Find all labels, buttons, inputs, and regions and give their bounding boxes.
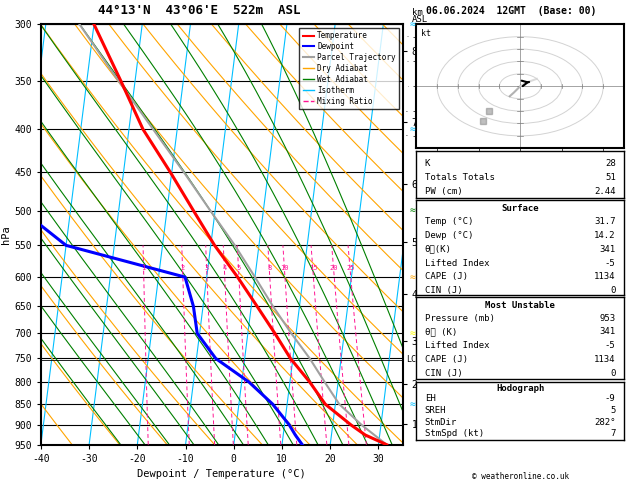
Text: ASL: ASL <box>412 15 428 24</box>
Text: ≈: ≈ <box>410 206 416 216</box>
Text: Lifted Index: Lifted Index <box>425 341 489 350</box>
Text: 5: 5 <box>610 406 616 415</box>
Text: StmSpd (kt): StmSpd (kt) <box>425 429 484 438</box>
Text: 1134: 1134 <box>594 355 616 364</box>
Text: Hodograph: Hodograph <box>496 384 544 393</box>
Text: km: km <box>412 8 423 17</box>
Text: Lifted Index: Lifted Index <box>425 259 489 267</box>
Text: Dewp (°C): Dewp (°C) <box>425 231 473 240</box>
Text: Totals Totals: Totals Totals <box>425 174 494 182</box>
Text: 1: 1 <box>142 265 146 271</box>
Text: ≈: ≈ <box>410 399 416 409</box>
Text: Most Unstable: Most Unstable <box>485 301 555 310</box>
Legend: Temperature, Dewpoint, Parcel Trajectory, Dry Adiabat, Wet Adiabat, Isotherm, Mi: Temperature, Dewpoint, Parcel Trajectory… <box>299 28 399 109</box>
Text: 51: 51 <box>605 174 616 182</box>
Text: CIN (J): CIN (J) <box>425 368 462 378</box>
Text: 10: 10 <box>281 265 289 271</box>
Text: 25: 25 <box>346 265 355 271</box>
Text: 282°: 282° <box>594 417 616 427</box>
Text: 20: 20 <box>330 265 338 271</box>
Text: 341: 341 <box>599 328 616 336</box>
Text: 2.44: 2.44 <box>594 188 616 196</box>
Text: θᴇ (K): θᴇ (K) <box>425 328 457 336</box>
Text: 28: 28 <box>605 159 616 168</box>
Text: Surface: Surface <box>501 204 539 213</box>
Text: -9: -9 <box>605 394 616 403</box>
Text: EH: EH <box>425 394 435 403</box>
Text: 2: 2 <box>181 265 185 271</box>
X-axis label: Dewpoint / Temperature (°C): Dewpoint / Temperature (°C) <box>137 469 306 479</box>
Text: ≈: ≈ <box>410 19 416 29</box>
Text: LCL: LCL <box>406 355 421 364</box>
Text: © weatheronline.co.uk: © weatheronline.co.uk <box>472 472 569 481</box>
Text: 31.7: 31.7 <box>594 217 616 226</box>
Text: K: K <box>425 159 430 168</box>
Text: 0: 0 <box>610 368 616 378</box>
Text: 3: 3 <box>204 265 209 271</box>
Text: CAPE (J): CAPE (J) <box>425 272 468 281</box>
Text: Pressure (mb): Pressure (mb) <box>425 314 494 323</box>
Text: -5: -5 <box>605 259 616 267</box>
Text: 14.2: 14.2 <box>594 231 616 240</box>
Text: 341: 341 <box>599 245 616 254</box>
Text: CAPE (J): CAPE (J) <box>425 355 468 364</box>
Text: CIN (J): CIN (J) <box>425 286 462 295</box>
Text: SREH: SREH <box>425 406 446 415</box>
Y-axis label: hPa: hPa <box>1 225 11 244</box>
Text: kt: kt <box>421 29 430 38</box>
Text: StmDir: StmDir <box>425 417 457 427</box>
Text: ≈: ≈ <box>410 124 416 134</box>
Text: 8: 8 <box>267 265 272 271</box>
Text: 7: 7 <box>610 429 616 438</box>
Text: 5: 5 <box>237 265 241 271</box>
Text: 4: 4 <box>222 265 226 271</box>
Text: ≈: ≈ <box>410 329 416 338</box>
Text: 0: 0 <box>610 286 616 295</box>
Text: ≈: ≈ <box>410 272 416 282</box>
Text: 953: 953 <box>599 314 616 323</box>
Text: θᴇ(K): θᴇ(K) <box>425 245 452 254</box>
Text: -5: -5 <box>605 341 616 350</box>
Text: Temp (°C): Temp (°C) <box>425 217 473 226</box>
Text: PW (cm): PW (cm) <box>425 188 462 196</box>
Text: 1134: 1134 <box>594 272 616 281</box>
Text: 15: 15 <box>309 265 317 271</box>
Text: 44°13'N  43°06'E  522m  ASL: 44°13'N 43°06'E 522m ASL <box>99 4 301 17</box>
Text: 06.06.2024  12GMT  (Base: 00): 06.06.2024 12GMT (Base: 00) <box>426 5 597 16</box>
